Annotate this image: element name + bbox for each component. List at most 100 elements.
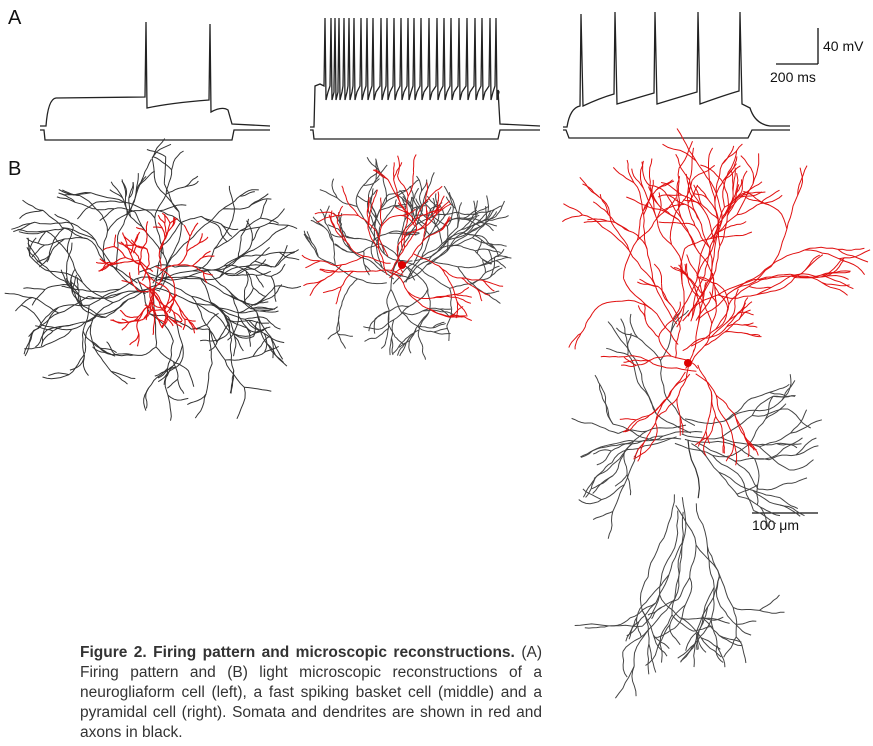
neurite — [178, 379, 184, 394]
neurite — [664, 494, 675, 537]
neurite — [43, 210, 62, 227]
neurite — [230, 340, 233, 371]
neurite — [735, 458, 769, 461]
neurite — [718, 280, 754, 295]
neurite — [363, 327, 379, 330]
neurite — [667, 398, 695, 425]
neurite — [173, 345, 183, 366]
neurite — [485, 206, 486, 224]
neurite — [376, 311, 390, 319]
neurite — [611, 222, 629, 250]
neurite — [706, 414, 710, 431]
neurite — [672, 580, 679, 615]
neurite — [253, 302, 268, 305]
neurite — [135, 232, 140, 243]
panel-label: A — [8, 7, 22, 29]
neurite — [428, 172, 435, 189]
neurite — [569, 333, 581, 347]
neurite — [457, 301, 467, 315]
neurite — [626, 197, 649, 207]
neurite — [381, 198, 382, 210]
scale-label: 100 μm — [752, 517, 799, 533]
neurite — [83, 331, 85, 355]
neurite — [595, 375, 606, 397]
neurite — [43, 375, 70, 379]
neurite — [223, 196, 240, 209]
neurite — [91, 303, 113, 325]
neurite — [585, 626, 609, 628]
neurite — [455, 294, 472, 297]
neurite — [72, 314, 98, 329]
neurite — [716, 164, 722, 193]
neurite — [634, 443, 644, 458]
neurite — [694, 645, 695, 668]
neurite — [449, 315, 472, 320]
neurite — [97, 201, 125, 202]
neurite — [581, 314, 592, 334]
neurite — [600, 194, 608, 215]
neurite — [409, 341, 411, 354]
neurite — [434, 332, 451, 334]
neurite — [650, 159, 652, 187]
neurite — [184, 225, 190, 236]
neurite — [392, 320, 394, 338]
neurite — [118, 216, 127, 240]
neurite — [214, 227, 229, 249]
neurite — [605, 398, 613, 425]
neurite — [164, 157, 165, 184]
neurite — [580, 177, 599, 197]
neurite — [251, 252, 279, 256]
neurite — [427, 247, 450, 265]
neurite — [116, 240, 118, 270]
figure: A B 40 mV 200 ms 100 μm Figure 2. Firing… — [0, 0, 873, 746]
neurite — [418, 330, 423, 347]
neurite — [256, 275, 264, 287]
neurite — [737, 203, 761, 214]
neurite — [46, 329, 72, 344]
neurite — [600, 384, 604, 402]
neurite — [699, 220, 709, 247]
neurite — [390, 338, 392, 355]
neurite — [728, 222, 746, 228]
neurite — [782, 380, 795, 400]
neurite — [659, 222, 677, 223]
neurite — [657, 198, 676, 219]
neurite — [496, 258, 512, 261]
neurite — [98, 299, 128, 314]
neurite — [739, 312, 754, 315]
neurite — [640, 577, 648, 611]
neurite — [305, 261, 320, 268]
neurite — [455, 287, 469, 294]
neurite — [791, 420, 822, 433]
neurite — [245, 271, 248, 288]
reconstructions — [5, 129, 870, 699]
neurite — [356, 185, 363, 206]
neurite — [399, 201, 407, 224]
neurite — [214, 231, 240, 249]
neurite — [634, 183, 644, 215]
neurite — [611, 618, 631, 626]
neurite — [317, 215, 337, 222]
neurite — [125, 197, 127, 216]
neurite — [733, 232, 752, 236]
neurite — [796, 446, 819, 455]
neurite — [579, 500, 602, 504]
neurite — [29, 324, 41, 337]
neurite — [592, 301, 616, 313]
neurite — [77, 202, 96, 219]
neurite — [676, 154, 690, 180]
neurite — [724, 410, 754, 421]
neurite — [735, 414, 745, 437]
neurite — [627, 475, 631, 496]
neurite — [682, 434, 721, 439]
neurite — [458, 202, 461, 212]
neurite — [670, 207, 679, 245]
neurite — [162, 228, 165, 237]
neurite — [758, 484, 783, 490]
neurite — [126, 316, 138, 317]
neurite — [687, 255, 697, 273]
neurite — [47, 231, 68, 252]
neurite — [727, 324, 743, 327]
neurite — [682, 512, 684, 557]
neurite — [96, 209, 108, 232]
